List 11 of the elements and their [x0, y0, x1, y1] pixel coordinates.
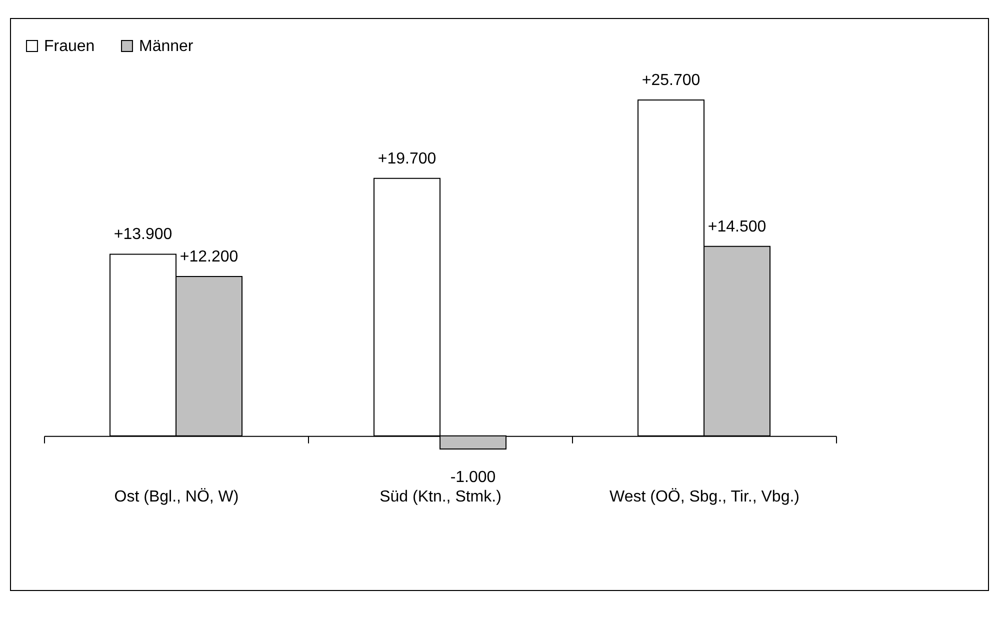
legend-label: Frauen — [44, 38, 95, 55]
data-label: +25.700 — [642, 72, 700, 89]
legend-label: Männer — [139, 38, 194, 55]
data-label: +14.500 — [708, 218, 766, 236]
data-label: +13.900 — [114, 226, 172, 244]
x-tick-label: Süd (Ktn., Stmk.) — [380, 488, 502, 506]
x-tick-label: Ost (Bgl., NÖ, W) — [114, 487, 239, 506]
data-label: -1.000 — [450, 469, 496, 486]
data-label: +12.200 — [180, 248, 238, 266]
x-tick-label: West (OÖ, Sbg., Tir., Vbg.) — [610, 487, 800, 506]
data-label: +19.700 — [378, 150, 436, 168]
